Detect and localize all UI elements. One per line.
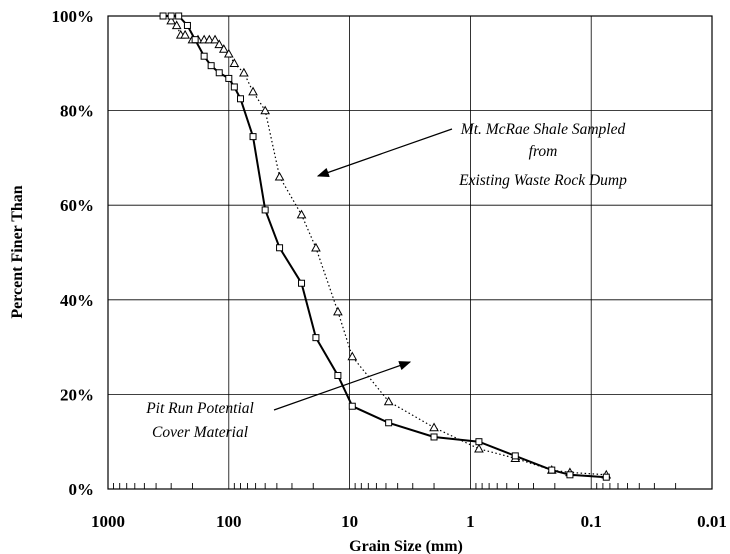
data-point-triangle bbox=[260, 105, 271, 115]
x-tick-label: 0.01 bbox=[697, 512, 727, 531]
data-point-triangle bbox=[223, 48, 234, 58]
x-tick-label: 0.1 bbox=[581, 512, 602, 531]
data-point-square bbox=[276, 244, 284, 252]
x-tick-label: 1000 bbox=[91, 512, 125, 531]
data-point-square bbox=[200, 52, 208, 60]
annotation-pitrun-line1: Pit Run Potential bbox=[145, 400, 254, 417]
data-point-triangle bbox=[311, 242, 321, 252]
data-point-square bbox=[385, 419, 393, 427]
data-point-triangle bbox=[474, 443, 484, 453]
y-tick-label: 100% bbox=[52, 7, 95, 26]
data-point-square bbox=[566, 471, 574, 479]
data-point-square bbox=[298, 279, 306, 287]
series-layer bbox=[159, 12, 612, 481]
data-point-triangle bbox=[166, 15, 177, 25]
data-point-square bbox=[334, 371, 342, 379]
plot-area bbox=[107, 15, 713, 490]
data-point-square bbox=[237, 95, 245, 103]
y-tick-label: 40% bbox=[60, 291, 94, 310]
minor-ticks bbox=[113, 483, 677, 489]
series-pit-run bbox=[159, 12, 610, 481]
data-point-square bbox=[475, 438, 483, 446]
data-point-triangle bbox=[180, 29, 190, 39]
x-tick-label: 10 bbox=[341, 512, 358, 531]
annotation-arrow-pitrun bbox=[273, 361, 412, 411]
data-point-triangle bbox=[229, 58, 240, 67]
data-point-square bbox=[225, 74, 233, 82]
data-point-square bbox=[348, 402, 356, 410]
annotation-arrow-mcrae bbox=[316, 128, 453, 177]
data-point-square bbox=[159, 12, 167, 20]
data-point-square bbox=[312, 334, 320, 342]
x-tick-label: 1 bbox=[466, 512, 475, 531]
data-point-square bbox=[183, 21, 191, 29]
data-point-triangle bbox=[274, 171, 285, 181]
data-point-triangle bbox=[218, 44, 229, 53]
y-tick-label: 80% bbox=[60, 102, 94, 121]
y-tick-label: 20% bbox=[60, 385, 94, 404]
annotation-mcrae-line2: from bbox=[529, 143, 558, 160]
data-point-triangle bbox=[333, 306, 343, 316]
y-tick-label: 0% bbox=[69, 480, 95, 499]
data-point-square bbox=[249, 133, 257, 141]
annotation-mcrae-line1: Mt. McRae Shale Sampled bbox=[460, 121, 626, 138]
data-point-square bbox=[207, 62, 215, 70]
annotation-pitrun-line2: Cover Material bbox=[152, 424, 248, 441]
data-point-square bbox=[548, 466, 556, 474]
data-point-triangle bbox=[429, 422, 439, 432]
y-axis-label: Percent Finer Than bbox=[9, 185, 26, 318]
data-point-square bbox=[602, 473, 610, 481]
x-tick-labels: 1000 100 10 1 0.1 0.01 bbox=[91, 512, 727, 531]
data-point-triangle bbox=[210, 34, 220, 44]
x-axis-label: Grain Size (mm) bbox=[349, 538, 463, 554]
data-point-triangle bbox=[296, 209, 307, 219]
data-point-square bbox=[215, 69, 223, 77]
data-point-triangle bbox=[239, 67, 249, 77]
x-tick-label: 100 bbox=[216, 512, 242, 531]
data-point-square bbox=[230, 83, 238, 91]
data-point-square bbox=[191, 36, 199, 44]
data-point-square bbox=[167, 12, 175, 20]
data-point-triangle bbox=[248, 86, 258, 96]
data-point-triangle bbox=[214, 39, 225, 49]
data-point-square bbox=[261, 206, 269, 214]
data-point-triangle bbox=[171, 20, 182, 30]
data-point-triangle bbox=[347, 351, 358, 361]
data-point-triangle bbox=[383, 396, 394, 406]
annotation-mcrae-line3: Existing Waste Rock Dump bbox=[458, 172, 627, 189]
grid bbox=[107, 15, 713, 490]
y-tick-labels: 0% 20% 40% 60% 80% 100% bbox=[52, 7, 95, 499]
data-point-square bbox=[511, 452, 519, 460]
data-point-triangle bbox=[204, 34, 215, 44]
data-point-square bbox=[430, 433, 438, 441]
data-point-square bbox=[175, 12, 183, 20]
y-tick-label: 60% bbox=[60, 196, 94, 215]
